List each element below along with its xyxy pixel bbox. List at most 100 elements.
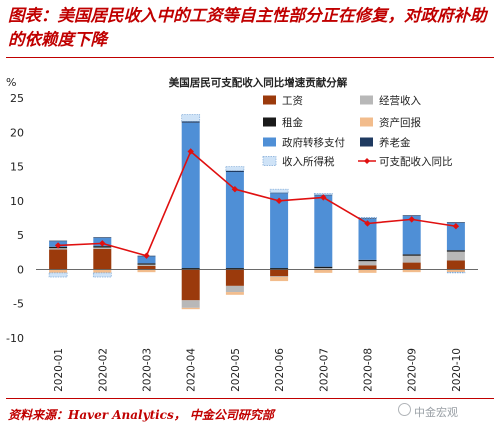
y-axis: -10 -5 0 5 10 15 20 25	[6, 92, 24, 345]
legend-swatch-rent	[263, 117, 276, 127]
line-point	[408, 216, 415, 223]
bar-operating	[137, 264, 156, 266]
bar-pension	[225, 170, 244, 173]
bar-rent	[314, 266, 333, 269]
bar-wage	[49, 249, 68, 270]
bar-transfer	[314, 195, 333, 267]
x-tick-label: 2020-02	[97, 348, 109, 392]
bar-wage	[181, 269, 200, 301]
bar-operating	[49, 248, 68, 250]
bar-wage	[446, 260, 465, 270]
legend-label-tax: 收入所得税	[282, 155, 335, 168]
source-divider	[6, 398, 494, 399]
x-tick-label: 2020-01	[53, 348, 65, 392]
bar-transfer	[181, 122, 200, 269]
bar-operating	[225, 285, 244, 293]
legend-label-wage: 工资	[282, 95, 303, 107]
chart-title: 美国居民可支配收入同比增速贡献分解	[169, 76, 348, 89]
legend-swatch-asset	[360, 117, 373, 127]
bar-rent	[358, 259, 377, 262]
legend-swatch-wage	[263, 95, 276, 105]
x-tick-label: 2020-06	[274, 348, 286, 392]
bar-transfer	[446, 222, 465, 251]
legend-swatch-transfer	[263, 137, 276, 147]
legend-label-transfer: 政府转移支付	[282, 136, 345, 149]
bar-asset	[358, 269, 377, 273]
bar-rent	[270, 268, 289, 270]
bar-tax	[269, 188, 289, 193]
bar-asset	[49, 269, 68, 273]
bar-operating	[358, 261, 377, 266]
x-tick-label: 2020-04	[186, 348, 198, 392]
bar-asset	[225, 292, 244, 295]
x-tick-label: 2020-08	[363, 348, 375, 392]
legend-label-pension: 养老金	[379, 136, 411, 149]
y-tick-label: -5	[13, 298, 24, 311]
bar-asset	[93, 269, 112, 273]
bar-operating	[181, 300, 200, 308]
line-point	[54, 242, 62, 249]
line-point	[320, 194, 327, 201]
bar-tax	[48, 272, 68, 278]
chart-headline: 图表：美国居民收入中的工资等自主性部分正在修复，对政府补助的依赖度下降	[8, 6, 487, 49]
x-tick-label: 2020-05	[230, 348, 242, 392]
bar-wage	[93, 248, 112, 270]
y-tick-label: 10	[10, 195, 24, 208]
line-point	[275, 197, 283, 205]
contribution-chart: 美国居民可支配收入同比增速贡献分解 % -10 -5 0 5 10 15 20 25 2020…	[6, 76, 478, 392]
legend-swatch-marker	[364, 158, 370, 164]
bar-series	[48, 114, 466, 310]
bar-pension	[402, 215, 421, 216]
bar-asset	[402, 269, 421, 273]
line-point	[231, 186, 239, 193]
watermark-logo-icon	[398, 403, 411, 416]
bar-operating	[402, 255, 421, 263]
bar-tax	[181, 114, 201, 122]
y-axis-label: %	[6, 76, 16, 89]
bar-tax	[446, 271, 466, 274]
y-tick-label: 0	[17, 263, 24, 276]
y-tick-label: -10	[6, 332, 24, 345]
bar-operating	[314, 268, 333, 270]
y-tick-label: 20	[10, 126, 24, 139]
bar-rent	[137, 263, 156, 265]
line-disposable-income	[58, 150, 457, 257]
x-tick-label: 2020-07	[318, 348, 330, 392]
y-tick-label: 15	[10, 161, 24, 174]
bar-rent	[181, 268, 200, 270]
x-tick-label: 2020-10	[451, 348, 463, 392]
watermark-text: 中金宏观	[414, 406, 458, 419]
bar-operating	[446, 251, 465, 261]
bar-pension	[93, 237, 112, 238]
bar-asset	[137, 269, 156, 273]
bar-pension	[181, 121, 200, 123]
line-point	[99, 240, 106, 247]
line-point	[187, 148, 194, 155]
bar-transfer	[358, 218, 377, 260]
bar-wage	[137, 266, 156, 270]
bar-operating	[270, 276, 289, 277]
bar-tax	[92, 272, 112, 278]
bar-wage	[402, 262, 421, 270]
legend-label-rent: 租金	[282, 116, 303, 129]
bar-pension	[49, 240, 68, 242]
bar-transfer	[225, 172, 244, 269]
x-tick-label: 2020-09	[407, 348, 419, 392]
headline-divider	[6, 57, 494, 58]
bar-transfer	[402, 215, 421, 255]
bar-tax	[358, 216, 377, 219]
bar-operating	[93, 247, 112, 249]
legend-swatch-tax	[262, 156, 277, 166]
bar-wage	[358, 265, 377, 270]
bar-tax	[225, 166, 245, 172]
bar-asset	[181, 307, 200, 310]
legend-swatch-operating	[360, 95, 373, 105]
bar-pension	[446, 222, 465, 223]
line-point	[364, 220, 371, 227]
y-tick-label: 5	[17, 229, 24, 242]
bar-asset	[314, 269, 333, 273]
line-point	[452, 223, 460, 230]
legend-swatch-pension	[360, 137, 373, 147]
bar-rent	[402, 254, 421, 256]
